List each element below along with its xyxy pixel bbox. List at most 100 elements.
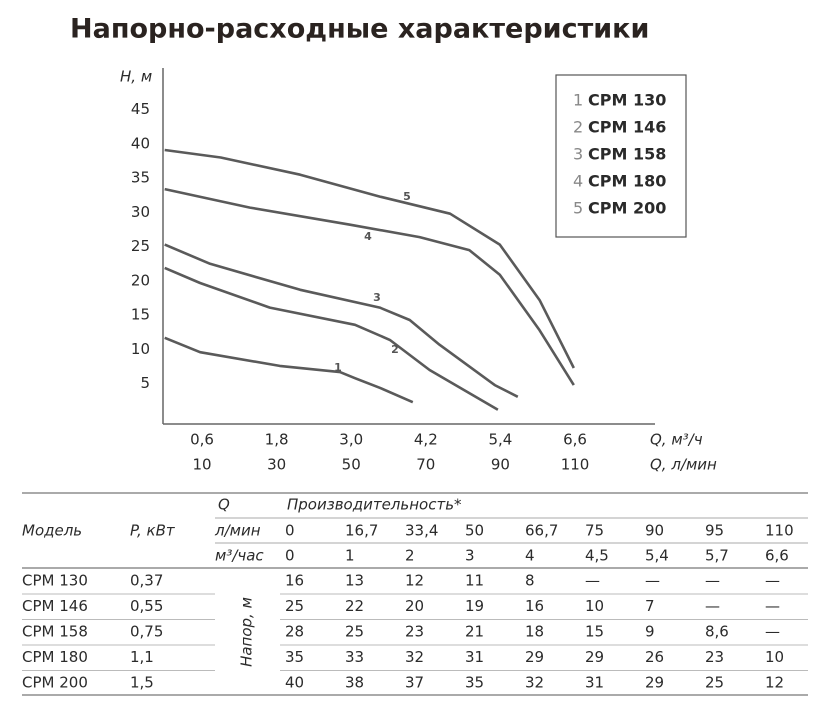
table-header: 5,7 bbox=[705, 547, 729, 565]
table-cell: 20 bbox=[405, 597, 424, 615]
curve-label: 5 bbox=[403, 190, 411, 203]
table-cell: 16 bbox=[285, 572, 304, 590]
table-cell: 8 bbox=[525, 572, 535, 590]
table-cell: СРМ 146 bbox=[22, 597, 88, 615]
table-header: 4 bbox=[525, 547, 535, 565]
curve-label: 4 bbox=[364, 230, 372, 243]
table-cell: 10 bbox=[765, 648, 784, 666]
legend-label: СРМ 158 bbox=[588, 145, 666, 164]
table-header: 2 bbox=[405, 547, 415, 565]
table-cell: 31 bbox=[585, 674, 604, 692]
table-header: 0 bbox=[285, 547, 295, 565]
table-cell: СРМ 130 bbox=[22, 572, 88, 590]
table-cell: 21 bbox=[465, 623, 484, 641]
y-tick-label: 20 bbox=[131, 271, 150, 289]
legend-number: 2 bbox=[573, 118, 583, 137]
table-cell: 16 bbox=[525, 597, 544, 615]
table-header: 4,5 bbox=[585, 547, 609, 565]
legend-number: 4 bbox=[573, 172, 583, 191]
x2-axis-label: Q, л/мин bbox=[650, 456, 717, 474]
table-cell: 0,55 bbox=[130, 597, 163, 615]
table-header: 95 bbox=[705, 522, 724, 540]
table-cell: — bbox=[765, 572, 780, 590]
table-cell: СРМ 200 bbox=[22, 674, 88, 692]
x-tick-label: 1,8 bbox=[265, 431, 289, 449]
table-cell: 37 bbox=[405, 674, 424, 692]
table-cell: 19 bbox=[465, 597, 484, 615]
table-cell: 29 bbox=[585, 648, 604, 666]
table-cell: 33 bbox=[345, 648, 364, 666]
table-cell: — bbox=[705, 597, 720, 615]
table-cell: 38 bbox=[345, 674, 364, 692]
table-cell: 1,1 bbox=[130, 648, 154, 666]
table-cell: 15 bbox=[585, 623, 604, 641]
curve bbox=[164, 266, 499, 411]
table-header: 66,7 bbox=[525, 522, 558, 540]
x2-tick-label: 70 bbox=[416, 456, 435, 474]
table-cell: 25 bbox=[345, 623, 364, 641]
table-cell: — bbox=[765, 597, 780, 615]
table-header: 16,7 bbox=[345, 522, 378, 540]
x2-tick-label: 30 bbox=[267, 456, 286, 474]
table-cell: 35 bbox=[465, 674, 484, 692]
table-cell: 32 bbox=[405, 648, 424, 666]
y-tick-label: 35 bbox=[131, 169, 150, 187]
y-tick-label: 40 bbox=[131, 134, 150, 152]
table-cell: 12 bbox=[765, 674, 784, 692]
table-header: 75 bbox=[585, 522, 604, 540]
table-cell: 0,37 bbox=[130, 572, 163, 590]
x-tick-label: 3,0 bbox=[339, 431, 363, 449]
y-axis-label: H, м bbox=[120, 68, 152, 86]
table-header: Q bbox=[218, 496, 230, 514]
table-header: 33,4 bbox=[405, 522, 438, 540]
x2-tick-label: 10 bbox=[192, 456, 211, 474]
table-cell: 32 bbox=[525, 674, 544, 692]
x-tick-label: 6,6 bbox=[563, 431, 587, 449]
table-header: Производительность* bbox=[287, 496, 462, 514]
table-cell: 0,75 bbox=[130, 623, 163, 641]
x2-tick-label: 50 bbox=[342, 456, 361, 474]
y-tick-label: 25 bbox=[131, 237, 150, 255]
table-cell: 25 bbox=[285, 597, 304, 615]
legend-number: 1 bbox=[573, 91, 583, 110]
y-tick-label: 10 bbox=[131, 340, 150, 358]
table-cell: — bbox=[705, 572, 720, 590]
y-tick-label: 5 bbox=[140, 374, 150, 392]
table-cell: 23 bbox=[405, 623, 424, 641]
table-header: 0 bbox=[285, 522, 295, 540]
table-cell: — bbox=[765, 623, 780, 641]
table-cell: 31 bbox=[465, 648, 484, 666]
curve-label: 2 bbox=[391, 343, 399, 356]
table-cell: — bbox=[585, 572, 600, 590]
legend-number: 5 bbox=[573, 199, 583, 218]
curve bbox=[164, 336, 414, 404]
table-cell: 40 bbox=[285, 674, 304, 692]
y-tick-label: 45 bbox=[131, 100, 150, 118]
table-cell: 18 bbox=[525, 623, 544, 641]
table-cell: 8,6 bbox=[705, 623, 729, 641]
table-header: 3 bbox=[465, 547, 475, 565]
table-cell: 35 bbox=[285, 648, 304, 666]
x-tick-label: 0,6 bbox=[190, 431, 214, 449]
chart-title: Напорно-расходные характеристики bbox=[70, 14, 649, 45]
table-cell: 10 bbox=[585, 597, 604, 615]
table-header: 90 bbox=[645, 522, 664, 540]
table-cell: 23 bbox=[705, 648, 724, 666]
table-cell: 12 bbox=[405, 572, 424, 590]
table-cell: 11 bbox=[465, 572, 484, 590]
table-cell: СРМ 180 bbox=[22, 648, 88, 666]
x-tick-label: 4,2 bbox=[414, 431, 438, 449]
table-cell: 28 bbox=[285, 623, 304, 641]
table-cell: — bbox=[645, 572, 660, 590]
y-tick-label: 15 bbox=[131, 306, 150, 324]
table-cell: 26 bbox=[645, 648, 664, 666]
table-cell: 25 bbox=[705, 674, 724, 692]
legend-box bbox=[555, 74, 687, 238]
legend-number: 3 bbox=[573, 145, 583, 164]
table-cell: 29 bbox=[525, 648, 544, 666]
legend-label: СРМ 200 bbox=[588, 199, 666, 218]
table-header: Напор, м bbox=[238, 597, 256, 667]
table-header: 5,4 bbox=[645, 547, 669, 565]
table-header: 50 bbox=[465, 522, 484, 540]
curve-label: 1 bbox=[334, 361, 342, 374]
